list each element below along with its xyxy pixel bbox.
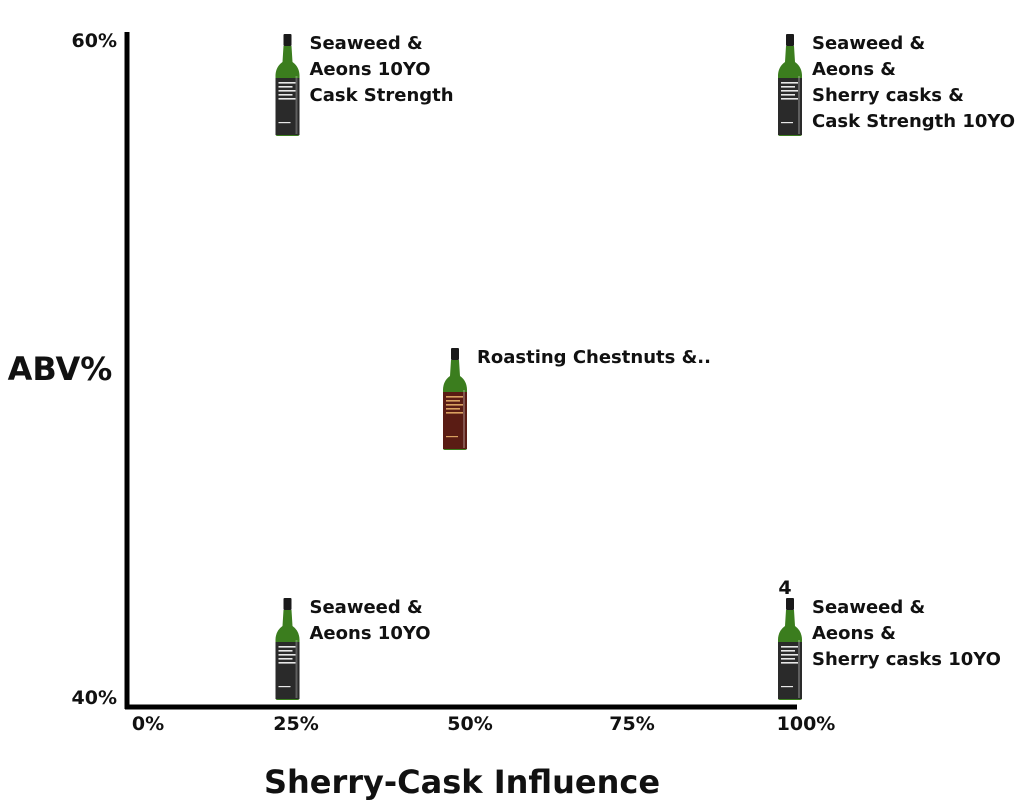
bottle-neck bbox=[275, 610, 300, 640]
bottle-label-line: Aeons & bbox=[812, 623, 896, 644]
x-axis-title: Sherry-Cask Influence bbox=[264, 763, 660, 801]
bottle-label-text bbox=[278, 86, 293, 88]
bottle-label-line: Seaweed & bbox=[310, 33, 423, 54]
bottle-label-text bbox=[278, 662, 296, 664]
bottle-label-text bbox=[446, 396, 463, 398]
bottle-label-text bbox=[446, 408, 460, 410]
y-tick-labels: 40% 60% bbox=[72, 30, 117, 709]
bottle-neck bbox=[778, 46, 802, 76]
bottle-neck bbox=[275, 46, 300, 76]
bottle-label-text bbox=[781, 90, 798, 92]
x-tick-label: 25% bbox=[273, 713, 318, 735]
whisky-bottle-point: Seaweed & Aeons 10YO Cask Strength bbox=[275, 33, 454, 136]
bottle-highlight bbox=[463, 390, 465, 448]
bottle-cap bbox=[786, 598, 794, 610]
bottle-label-line: Seaweed & bbox=[310, 597, 423, 618]
bottle-label-text bbox=[781, 82, 798, 84]
whisky-bottle-point: Seaweed & Aeons & Sherry casks & Cask Stren… bbox=[778, 33, 1015, 136]
bottle-label-line: Roasting Chestnuts &.. bbox=[477, 347, 711, 368]
bottle-cap bbox=[786, 34, 794, 46]
bottle-highlight bbox=[798, 640, 800, 698]
y-axis-title: ABV% bbox=[8, 350, 113, 388]
data-points: Seaweed & Aeons 10YO Seaweed & Aeons & Sherr… bbox=[275, 33, 1015, 700]
bottle-label-line: Sherry casks 10YO bbox=[812, 649, 1001, 670]
bottle-label-text bbox=[781, 94, 795, 96]
bottle-neck bbox=[778, 610, 802, 640]
bottle-label-text bbox=[446, 436, 458, 438]
bottle-label-line: Seaweed & bbox=[812, 597, 925, 618]
y-tick-label: 60% bbox=[72, 30, 117, 52]
bottle-label-line: Aeons 10YO bbox=[310, 623, 431, 644]
bottle-label-text bbox=[278, 90, 296, 92]
bottle-label-text bbox=[278, 654, 296, 656]
bottle-highlight bbox=[295, 76, 298, 134]
bottle-label-text bbox=[781, 686, 793, 688]
x-tick-label: 0% bbox=[132, 713, 164, 735]
x-tick-label: 75% bbox=[609, 713, 654, 735]
bottle-label-text bbox=[278, 98, 296, 100]
bottle-label-text bbox=[278, 82, 296, 84]
bottle-cap bbox=[283, 598, 292, 610]
x-tick-label: 100% bbox=[777, 713, 836, 735]
bottle-label-line: Cask Strength bbox=[310, 85, 454, 106]
bottle-highlight bbox=[798, 76, 800, 134]
bottle-label-line: Aeons 10YO bbox=[310, 59, 431, 80]
bottle-label-text bbox=[278, 658, 293, 660]
y-tick-label: 40% bbox=[72, 687, 117, 709]
bottle-label-line: Aeons & bbox=[812, 59, 896, 80]
bottle-highlight bbox=[295, 640, 298, 698]
bottle-label-line: Cask Strength 10YO bbox=[812, 111, 1015, 132]
bottle-label-text bbox=[781, 98, 798, 100]
x-tick-label: 50% bbox=[447, 713, 492, 735]
bottle-label-text bbox=[781, 654, 798, 656]
whisky-bottle-point: Seaweed & Aeons 10YO bbox=[275, 597, 431, 700]
whisky-bottle-point: Roasting Chestnuts &.. bbox=[443, 347, 711, 450]
bottle-label-text bbox=[781, 650, 795, 652]
bottle-cap bbox=[451, 348, 459, 360]
annotation-text: 4 bbox=[778, 577, 791, 599]
bottle-label-text bbox=[278, 686, 291, 688]
bottle-neck bbox=[443, 360, 467, 390]
bottle-label-text bbox=[781, 86, 795, 88]
bottle-label-text bbox=[781, 662, 798, 664]
bottle-label-text bbox=[278, 94, 293, 96]
bottle-label-line: Sherry casks & bbox=[812, 85, 964, 106]
bottle-label-text bbox=[446, 400, 460, 402]
bottle-label-line: Seaweed & bbox=[812, 33, 925, 54]
bottle-label-text bbox=[781, 646, 798, 648]
bottle-label-text bbox=[446, 412, 463, 414]
x-tick-labels: 0% 25% 50% 75% 100% bbox=[132, 713, 835, 735]
bottle-label-text bbox=[781, 658, 795, 660]
whisky-bottle-point: Seaweed & Aeons & Sherry casks 10YO bbox=[778, 597, 1001, 700]
bottle-label-text bbox=[278, 122, 291, 124]
annotations: 4 bbox=[778, 577, 791, 599]
bottle-label-text bbox=[278, 646, 296, 648]
bottle-label-text bbox=[446, 404, 463, 406]
bottle-label-text bbox=[278, 650, 293, 652]
bottle-label-text bbox=[781, 122, 793, 124]
bottle-cap bbox=[283, 34, 292, 46]
